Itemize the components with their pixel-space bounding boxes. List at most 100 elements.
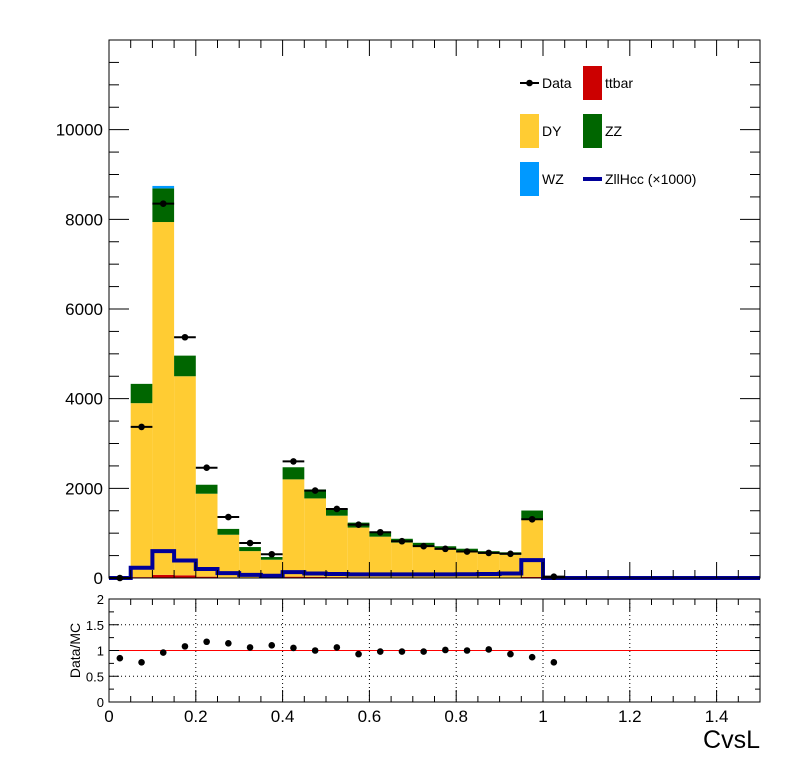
data-point (355, 521, 362, 528)
bar-zz (130, 383, 153, 404)
bar-dy (304, 498, 326, 577)
legend-label: WZ (542, 171, 564, 187)
ratio-point (138, 659, 145, 666)
y-tick-label: 4000 (65, 390, 103, 409)
data-point (203, 464, 210, 472)
ratio-point (463, 647, 471, 654)
x-tick-label: 0 (104, 707, 113, 726)
legend-label: DY (542, 123, 562, 139)
bar-zz (239, 547, 261, 552)
bar-dy (239, 551, 261, 578)
legend-entry: Data (520, 75, 572, 91)
bar-dy (217, 534, 240, 578)
ratio-y-tick-label: 0 (97, 695, 104, 710)
legend-entry: DY (520, 114, 562, 148)
bar-dy (434, 549, 457, 578)
data-point (268, 550, 276, 558)
ratio-point (376, 648, 384, 655)
bar-zz (174, 355, 196, 377)
x-tick-label: 1.4 (705, 707, 729, 726)
ratio-point (485, 646, 493, 653)
bar-dy (412, 546, 435, 578)
legend: Data ttbar DY ZZ WZ ZllHcc (×1000) (520, 66, 696, 196)
ratio-point (550, 659, 558, 666)
bar-dy (152, 222, 175, 575)
legend-entry: ttbar (583, 66, 633, 100)
ratio-point (442, 646, 449, 654)
data-point (376, 528, 384, 536)
bar-zz (304, 489, 326, 499)
bar-zz (195, 484, 218, 494)
bar-dy (130, 403, 153, 578)
data-point (442, 545, 449, 553)
x-axis-title: CvsL (703, 726, 760, 754)
bar-zz (217, 528, 240, 535)
legend-marker (526, 79, 533, 87)
bar-dy (347, 527, 370, 578)
legend-entry: WZ (520, 162, 564, 196)
bar-dy (369, 536, 392, 578)
data-point (290, 458, 297, 465)
bar-wz (152, 185, 175, 189)
ratio-points (116, 638, 558, 666)
y-tick-label: 0 (94, 569, 103, 588)
legend-swatch (520, 114, 539, 148)
ratio-point (290, 644, 297, 652)
ratio-point (181, 643, 189, 650)
x-tick-label: 0.6 (358, 707, 382, 726)
ratio-point (311, 647, 319, 654)
bar-zz (521, 510, 543, 520)
ratio-point (225, 639, 232, 647)
ratio-axis-ticks: 0 0.5 1 1.5 2 0 0.2 0.4 0.6 0.8 1 1.2 1.4 (86, 592, 761, 726)
ratio-point (268, 642, 276, 649)
bar-dy (260, 559, 283, 578)
bar-dy (477, 553, 500, 578)
bar-ttbar (195, 576, 218, 578)
legend-label: ZllHcc (×1000) (605, 171, 696, 187)
data-point (420, 542, 427, 550)
ratio-point (203, 638, 210, 646)
data-point (225, 513, 232, 521)
ratio-y-tick-label: 0.5 (86, 669, 104, 684)
data-point (138, 423, 145, 431)
x-tick-label: 0.4 (271, 707, 295, 726)
legend-entry: ZllHcc (×1000) (583, 171, 696, 187)
bar-dy (282, 479, 305, 577)
ratio-point (507, 650, 514, 658)
data-point (528, 515, 536, 523)
legend-label: ZZ (605, 123, 623, 139)
bar-dy (456, 551, 478, 578)
data-point (485, 549, 493, 557)
bar-zz (282, 467, 305, 480)
data-point (550, 573, 558, 580)
ratio-point (528, 653, 536, 661)
ratio-point (355, 650, 362, 658)
data-point (463, 548, 471, 555)
data-point (507, 550, 514, 558)
legend-swatch (520, 162, 539, 196)
bar-ttbar (174, 575, 196, 578)
ratio-point (398, 648, 406, 655)
bar-ttbar (304, 576, 326, 578)
x-tick-label: 0.8 (444, 707, 468, 726)
data-point (181, 333, 189, 341)
ratio-point (116, 654, 124, 662)
data-points (109, 200, 565, 582)
data-point (333, 505, 341, 513)
main-stacked-bars (130, 185, 543, 578)
ratio-y-tick-label: 1.5 (86, 618, 104, 633)
data-point (246, 539, 254, 547)
legend-swatch (583, 66, 602, 100)
bar-ttbar (521, 576, 543, 578)
bar-dy (195, 493, 218, 577)
ratio-point (159, 649, 167, 656)
ratio-point (420, 648, 427, 655)
x-tick-label: 1 (538, 707, 547, 726)
bar-zz (326, 508, 348, 516)
data-point (311, 487, 319, 494)
x-tick-label: 0.2 (184, 707, 208, 726)
x-tick-label: 1.2 (618, 707, 642, 726)
y-tick-label: 6000 (65, 300, 103, 319)
ratio-y-axis-title: Data/MC (67, 623, 83, 678)
